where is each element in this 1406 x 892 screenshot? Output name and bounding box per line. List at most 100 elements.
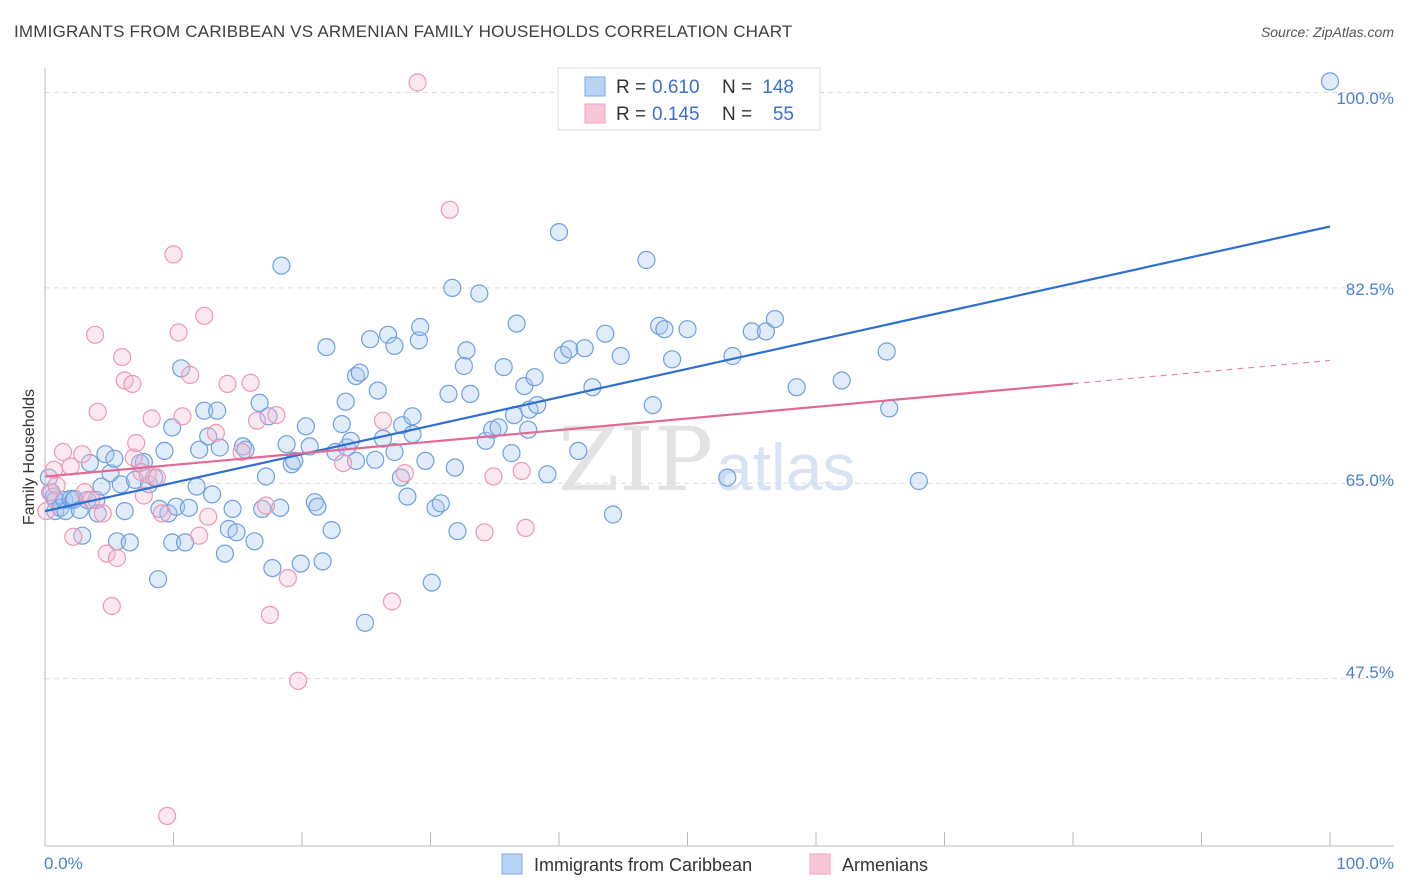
caribbean-point-113 bbox=[507, 314, 526, 333]
bottom-legend-label-armenians: Armenians bbox=[842, 855, 928, 875]
caribbean-point-57 bbox=[259, 407, 278, 426]
caribbean-point-71 bbox=[322, 520, 341, 540]
caribbean-point-99 bbox=[439, 384, 458, 403]
armenian-point-26 bbox=[152, 504, 171, 523]
caribbean-point-44 bbox=[203, 485, 222, 504]
caribbean-point-79 bbox=[350, 363, 369, 382]
y-tick-label-100: 100.0% bbox=[1336, 89, 1394, 108]
armenian-point-53 bbox=[512, 461, 531, 481]
caribbean-point-74 bbox=[336, 392, 355, 411]
chart-title: IMMIGRANTS FROM CARIBBEAN VS ARMENIAN FA… bbox=[14, 22, 793, 41]
caribbean-point-53 bbox=[245, 532, 264, 551]
caribbean-point-35 bbox=[163, 418, 182, 437]
caribbean-point-138 bbox=[756, 322, 776, 341]
caribbean-point-83 bbox=[368, 381, 387, 400]
caribbean-point-86 bbox=[385, 336, 404, 355]
legend-r-label-1: R = bbox=[616, 77, 646, 98]
trend-line-armenians-extension bbox=[1072, 359, 1331, 385]
armenian-point-41 bbox=[260, 605, 279, 625]
caribbean-point-47 bbox=[215, 544, 234, 563]
caribbean-point-11 bbox=[70, 500, 89, 520]
caribbean-point-106 bbox=[470, 284, 489, 303]
legend-r-label-2: R = bbox=[616, 104, 646, 125]
armenian-point-25 bbox=[147, 468, 166, 487]
caribbean-point-126 bbox=[596, 324, 615, 343]
caribbean-point-54 bbox=[250, 393, 269, 412]
armenian-point-42 bbox=[267, 406, 286, 425]
caribbean-point-19 bbox=[101, 464, 120, 483]
caribbean-point-115 bbox=[519, 420, 538, 439]
armenian-point-24 bbox=[142, 409, 161, 428]
armenian-point-18 bbox=[123, 374, 142, 393]
y-tick-label-65: 65.0% bbox=[1346, 471, 1394, 490]
caribbean-point-136 bbox=[723, 346, 742, 366]
caribbean-point-56 bbox=[256, 467, 276, 486]
caribbean-point-59 bbox=[271, 498, 290, 517]
armenian-point-19 bbox=[124, 448, 143, 467]
armenian-point-46 bbox=[373, 411, 393, 430]
caribbean-point-144 bbox=[909, 471, 928, 491]
armenian-point-40 bbox=[256, 496, 276, 515]
caribbean-point-80 bbox=[355, 613, 375, 632]
bottom-legend: Immigrants from Caribbean Armenians bbox=[501, 853, 928, 875]
caribbean-point-32 bbox=[155, 441, 174, 460]
caribbean-point-137 bbox=[742, 322, 761, 341]
caribbean-point-101 bbox=[445, 458, 464, 477]
caribbean-point-129 bbox=[637, 250, 656, 270]
caribbean-point-41 bbox=[190, 440, 209, 459]
caribbean-point-64 bbox=[291, 554, 310, 573]
caribbean-point-143 bbox=[880, 399, 899, 418]
armenian-point-4 bbox=[53, 442, 73, 462]
legend-r-value-2: 0.145 bbox=[652, 104, 700, 125]
legend-n-label-2: N = bbox=[722, 104, 752, 125]
caribbean-point-98 bbox=[431, 494, 450, 513]
trend-lines bbox=[44, 225, 1331, 513]
top-legend: R = 0.610 N = 148 R = 0.145 N = 55 bbox=[557, 67, 821, 131]
armenian-point-13 bbox=[97, 544, 116, 563]
caribbean-point-111 bbox=[502, 444, 521, 463]
caribbean-point-23 bbox=[115, 502, 134, 521]
y-tick-label-82-5: 82.5% bbox=[1346, 280, 1394, 299]
caribbean-point-133 bbox=[662, 350, 682, 369]
bottom-legend-swatch-armenians bbox=[809, 853, 831, 875]
legend-swatch-caribbean bbox=[584, 76, 606, 97]
caribbean-point-39 bbox=[179, 498, 198, 517]
caribbean-point-139 bbox=[765, 310, 785, 329]
trend-line-caribbean bbox=[44, 225, 1331, 513]
caribbean-point-117 bbox=[525, 368, 544, 387]
armenian-point-3 bbox=[47, 476, 66, 495]
caribbean-point-60 bbox=[272, 256, 291, 275]
caribbean-point-109 bbox=[489, 418, 508, 437]
caribbean-point-87 bbox=[385, 442, 404, 462]
caribbean-point-46 bbox=[210, 438, 229, 457]
armenian-point-37 bbox=[232, 442, 251, 462]
caribbean-point-51 bbox=[233, 437, 252, 456]
armenian-point-28 bbox=[164, 245, 183, 264]
armenian-point-10 bbox=[85, 325, 105, 344]
caribbean-point-130 bbox=[643, 396, 662, 415]
caribbean-point-30 bbox=[149, 570, 168, 589]
caribbean-point-50 bbox=[227, 523, 246, 542]
armenian-point-14 bbox=[102, 596, 121, 616]
armenian-point-34 bbox=[199, 507, 218, 526]
caribbean-point-96 bbox=[422, 573, 441, 592]
caribbean-point-94 bbox=[411, 317, 430, 337]
armenian-point-27 bbox=[158, 806, 177, 826]
armenian-point-43 bbox=[278, 568, 297, 588]
caribbean-point-142 bbox=[877, 342, 896, 361]
caribbean-point-70 bbox=[317, 338, 336, 357]
caribbean-point-95 bbox=[416, 451, 435, 470]
armenian-point-15 bbox=[107, 548, 127, 568]
armenian-point-11 bbox=[88, 402, 107, 421]
series-armenians-points bbox=[37, 73, 535, 826]
series-caribbean-points bbox=[39, 72, 1340, 632]
caribbean-point-61 bbox=[277, 435, 296, 454]
caribbean-point-49 bbox=[223, 499, 242, 518]
caribbean-point-92 bbox=[403, 407, 422, 426]
legend-n-value-1: 148 bbox=[762, 77, 794, 98]
bottom-legend-swatch-caribbean bbox=[501, 853, 523, 875]
caribbean-point-73 bbox=[332, 415, 351, 434]
armenian-point-38 bbox=[241, 373, 260, 392]
trend-line-armenians bbox=[44, 382, 1074, 478]
